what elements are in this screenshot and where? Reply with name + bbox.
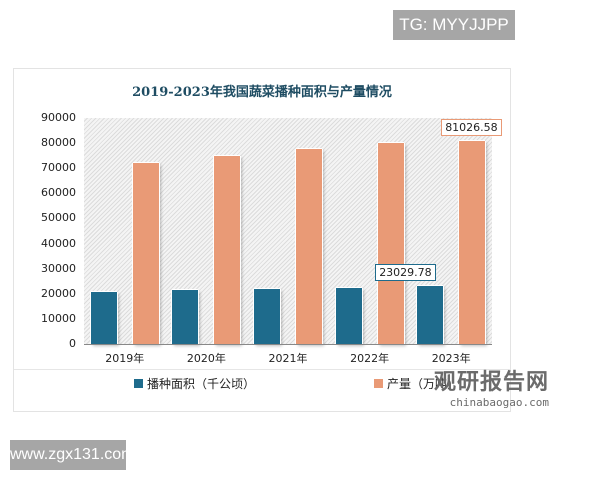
publisher-logo: 观研报告网 chinabaogao.com — [434, 364, 549, 409]
legend-label-output: 产量（万吨） — [387, 377, 460, 391]
logo-cn: 观研报告网 — [434, 370, 550, 395]
legend-divider — [14, 369, 510, 370]
y-tick-label: 20000 — [41, 286, 76, 300]
x-tick-label: 2023年 — [431, 352, 471, 365]
y-tick-label: 30000 — [41, 261, 76, 275]
x-tick-label: 2019年 — [105, 352, 145, 365]
chart-card: 2019-2023年我国蔬菜播种面积与产量情况 90000 80000 70000 6… — [13, 68, 511, 412]
bar-area — [90, 291, 117, 344]
data-label-output-2023: 81026.58 — [441, 118, 502, 136]
y-tick-label: 70000 — [41, 161, 76, 175]
x-axis-line — [84, 344, 492, 345]
legend-item-output: 产量（万吨） — [374, 375, 459, 392]
y-tick-label: 60000 — [41, 186, 76, 200]
legend-swatch-output — [374, 379, 383, 388]
plot-area — [84, 118, 492, 344]
x-tick-label: 2021年 — [268, 352, 308, 365]
bar-output — [214, 155, 241, 344]
bar-output — [377, 143, 404, 344]
x-tick-label: 2022年 — [350, 352, 390, 365]
legend-item-area: 播种面积（千公顷） — [134, 375, 255, 392]
legend-swatch-area — [134, 379, 143, 388]
bar-output — [132, 162, 159, 344]
bar-area — [172, 290, 199, 344]
y-tick-label: 50000 — [41, 211, 76, 225]
logo-en: chinabaogao.com — [449, 396, 550, 409]
bar-area — [335, 287, 362, 344]
data-label-area-2023: 23029.78 — [375, 264, 436, 282]
y-tick-label: 80000 — [41, 136, 76, 150]
legend-label-area: 播种面积（千公顷） — [147, 377, 256, 391]
watermark-bottom: www.zgx131.com — [10, 440, 135, 470]
y-tick-label: 0 — [69, 337, 76, 350]
bar-area — [417, 286, 444, 344]
chart-title: 2019-2023年我国蔬菜播种面积与产量情况 — [132, 85, 392, 100]
watermark-top: TG: MYYJJPP — [393, 10, 515, 40]
x-tick-label: 2020年 — [186, 352, 226, 365]
bar-output — [296, 149, 322, 344]
y-tick-label: 40000 — [41, 236, 76, 250]
y-tick-label: 10000 — [41, 311, 76, 325]
bar-output — [459, 140, 486, 344]
bar-area — [254, 288, 280, 344]
y-tick-label: 90000 — [41, 111, 76, 124]
